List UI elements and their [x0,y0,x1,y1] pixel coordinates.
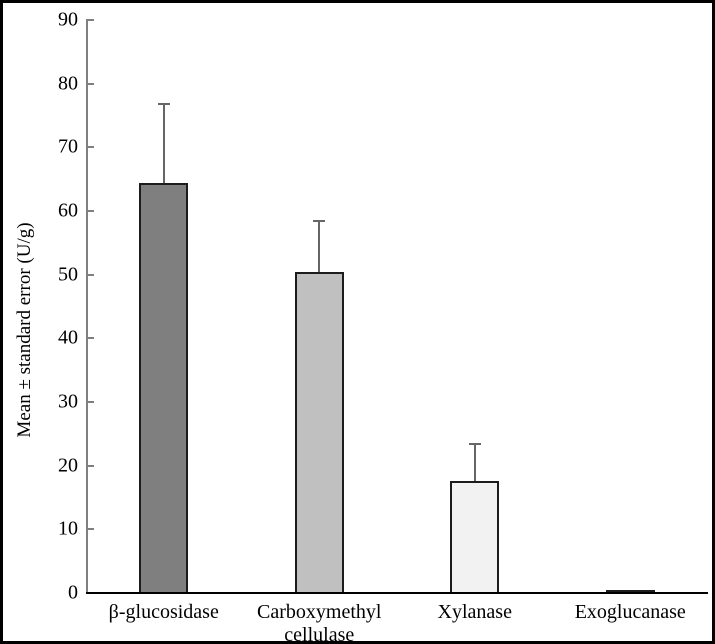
error-bar-cap [468,443,481,446]
y-tick [88,401,94,403]
error-bar-cap [157,103,170,106]
error-bar-line [318,219,321,272]
y-tick-label: 60 [58,199,78,222]
error-bar-line [473,443,476,481]
y-tick-label: 70 [58,135,78,158]
x-category-label: Xylanase [437,601,512,623]
y-tick [88,82,94,85]
bar [294,271,344,594]
error-bar-line [162,103,165,183]
y-tick-label: 50 [58,263,78,286]
y-tick-label: 20 [58,454,78,477]
y-tick-label: 30 [58,390,78,413]
y-tick [88,464,94,467]
y-tick [88,210,94,212]
y-axis-title: Mean ± standard error (U/g) [14,222,35,438]
y-tick [88,19,94,21]
x-category-label: Exoglucanase [574,601,686,623]
bar [139,182,189,594]
y-tick-label: 10 [58,517,78,540]
error-bar-cap [313,219,326,222]
y-tick-label: 0 [68,581,78,604]
x-axis-line [86,592,708,594]
y-tick-label: 40 [58,326,78,349]
y-tick [88,337,94,340]
y-tick [88,273,94,276]
y-tick-label: 90 [58,8,78,31]
x-category-label: β-glucosidase [108,601,219,623]
y-tick [88,528,94,531]
bar [450,480,500,594]
x-category-label: Carboxymethyl cellulase [257,601,382,644]
y-tick [88,146,94,149]
y-axis-line [86,19,88,594]
y-tick-label: 80 [58,72,78,95]
